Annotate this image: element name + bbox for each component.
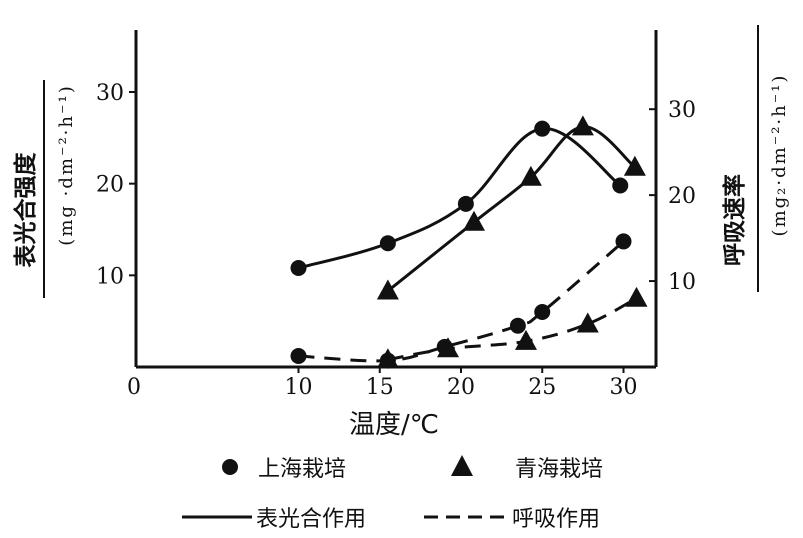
x-tick-label: 30 xyxy=(610,375,638,400)
right-y-tick-label: 20 xyxy=(668,184,696,209)
data-point-circle xyxy=(290,260,307,276)
x-tick-label: 20 xyxy=(447,375,475,400)
data-point-triangle xyxy=(625,286,648,307)
legend-respiration: 呼吸作用 xyxy=(512,507,600,532)
left-y-tick-label: 30 xyxy=(96,81,124,106)
x-tick-label: 15 xyxy=(366,375,394,400)
legend-shanghai: 上海栽培 xyxy=(258,457,346,482)
series-line-2 xyxy=(298,240,625,363)
data-point-circle xyxy=(534,120,551,137)
data-point-circle xyxy=(290,348,307,364)
data-point-circle xyxy=(534,304,551,320)
data-point-triangle xyxy=(571,115,594,136)
data-point-triangle xyxy=(519,165,542,186)
left-axis-unit: (mg ·dm⁻²·h⁻¹) xyxy=(56,84,77,245)
legend-triangle-marker xyxy=(451,455,473,476)
data-point-triangle xyxy=(463,210,485,231)
data-point-circle xyxy=(612,177,629,194)
data-point-circle xyxy=(379,235,396,252)
left-y-tick-label: 10 xyxy=(96,264,124,289)
data-point-circle xyxy=(509,317,526,334)
legend-photosynthesis: 表光合作用 xyxy=(256,507,366,532)
series-line-0 xyxy=(298,127,622,270)
x-axis-label: 温度/℃ xyxy=(349,410,439,440)
right-axis-unit: (mg₂·dm⁻²·h⁻¹) xyxy=(769,74,790,237)
x-tick-label: 25 xyxy=(528,375,556,400)
x-tick-label: 0 xyxy=(127,375,141,400)
data-point-triangle xyxy=(376,348,399,369)
data-point-triangle xyxy=(623,155,646,176)
data-point-triangle xyxy=(515,329,537,350)
data-point-circle xyxy=(457,195,474,212)
data-point-triangle xyxy=(576,312,599,333)
data-point-triangle xyxy=(376,279,399,300)
left-axis-title: 表光合强度 xyxy=(12,152,39,268)
legend-qinghai: 青海栽培 xyxy=(515,457,603,482)
data-point-triangle xyxy=(437,337,459,358)
right-axis-title: 呼吸速率 xyxy=(721,174,748,266)
x-tick-label: 10 xyxy=(285,375,313,400)
left-y-tick-label: 20 xyxy=(96,173,124,198)
data-point-circle xyxy=(615,233,632,250)
right-y-tick-label: 30 xyxy=(668,98,696,123)
legend-circle-marker xyxy=(222,459,238,475)
right-y-tick-label: 10 xyxy=(668,270,696,295)
